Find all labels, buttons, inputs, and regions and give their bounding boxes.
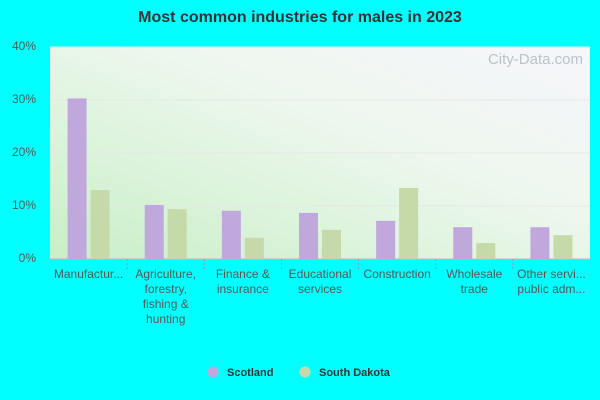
bar <box>453 227 473 259</box>
x-tick-label: forestry, <box>144 282 186 296</box>
bar <box>322 229 341 259</box>
x-tick-label: Wholesale <box>446 267 502 281</box>
bar <box>90 190 110 259</box>
x-tick-label: trade <box>461 282 489 296</box>
x-tick-label: fishing & <box>143 297 189 311</box>
legend-label: South Dakota <box>319 367 391 379</box>
bar <box>553 235 573 259</box>
x-tick-label: Manufactur... <box>54 267 123 281</box>
x-tick-label: services <box>298 282 342 296</box>
bar <box>299 212 318 259</box>
x-tick-label: insurance <box>217 282 269 296</box>
bar <box>399 187 419 259</box>
bar <box>376 220 396 259</box>
watermark: City-Data.com <box>488 51 583 68</box>
y-tick-label: 10% <box>12 198 36 212</box>
x-tick-label: Agriculture, <box>135 267 196 281</box>
x-tick-label: hunting <box>146 312 185 326</box>
bar <box>530 227 550 259</box>
x-tick-label: Construction <box>363 267 430 281</box>
bar <box>167 209 187 259</box>
x-tick-label: Other servi... <box>517 267 586 281</box>
chart-title: Most common industries for males in 2023 <box>138 9 462 26</box>
bar <box>67 98 87 259</box>
bar <box>144 204 164 259</box>
y-tick-label: 20% <box>12 145 36 159</box>
legend-swatch <box>207 366 219 378</box>
bar <box>221 210 241 259</box>
x-tick-label: Finance & <box>216 267 270 281</box>
bar <box>476 243 496 259</box>
x-tick-label: Educational <box>289 267 352 281</box>
legend-label: Scotland <box>227 367 273 379</box>
y-tick-label: 0% <box>19 251 37 265</box>
bar <box>244 237 264 259</box>
y-tick-label: 40% <box>12 39 36 53</box>
x-tick-label: public adm... <box>517 282 585 296</box>
legend-swatch <box>299 366 311 378</box>
y-tick-label: 30% <box>12 92 36 106</box>
